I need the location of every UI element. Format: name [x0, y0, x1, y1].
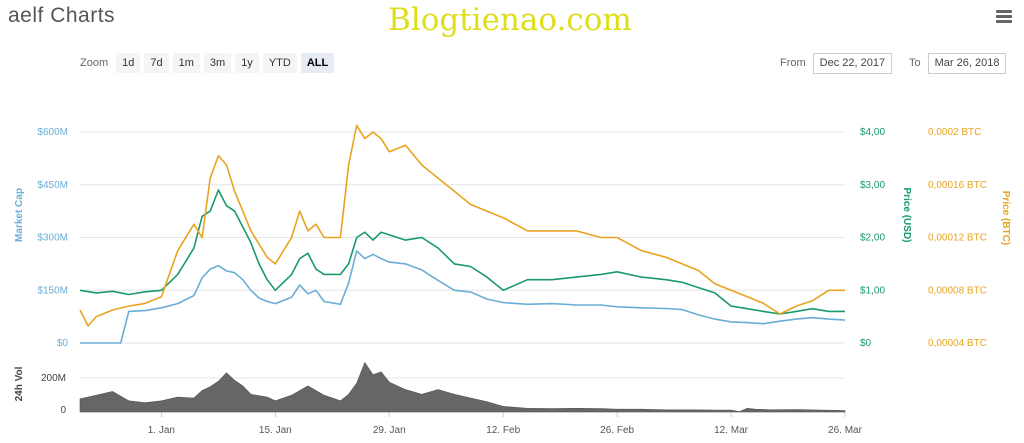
x-tick-label: 1. Jan	[148, 425, 175, 436]
y-tick-label-market-cap: $300M	[37, 233, 68, 244]
y-tick-label-usd: $1,00	[860, 285, 885, 296]
y-tick-label-usd: $0	[860, 338, 872, 349]
y-tick-label-market-cap: $0	[57, 338, 69, 349]
y-tick-label-btc: 0,00016 BTC	[928, 180, 987, 191]
zoom-button-7d[interactable]: 7d	[144, 53, 169, 73]
y-axis-title-usd: Price (USD)	[901, 187, 912, 242]
x-tick-label: 15. Jan	[259, 425, 292, 436]
range-to: To Mar 26, 2018	[909, 52, 1007, 74]
chart-title: aelf Charts	[8, 4, 116, 27]
zoom-button-all[interactable]: ALL	[300, 53, 335, 73]
y-tick-label-btc: 0,00004 BTC	[928, 338, 987, 349]
market-cap-line	[80, 250, 846, 344]
y-axis-title-btc: Price (BTC)	[1000, 191, 1011, 245]
to-date-input[interactable]: Mar 26, 2018	[927, 52, 1007, 74]
y-tick-label-btc: 0,00012 BTC	[928, 233, 987, 244]
x-tick-label: 12. Mar	[714, 425, 749, 436]
x-tick-label: 29. Jan	[373, 425, 406, 436]
y-tick-label-btc: 0,00008 BTC	[928, 285, 987, 296]
from-label: From	[780, 57, 806, 69]
watermark-text: Blogtienao.com	[388, 2, 632, 38]
y-tick-label-market-cap: $150M	[37, 285, 68, 296]
x-tick-label: 12. Feb	[486, 425, 520, 436]
y-tick-label-usd: $2,00	[860, 233, 885, 244]
zoom-button-1y[interactable]: 1y	[235, 53, 259, 73]
y-tick-label-usd: $4,00	[860, 127, 885, 138]
y-tick-label-volume: 200M	[41, 373, 66, 384]
x-tick-label: 26. Mar	[828, 425, 863, 436]
zoom-button-1m[interactable]: 1m	[172, 53, 200, 73]
zoom-button-3m[interactable]: 3m	[203, 53, 232, 73]
y-tick-label-market-cap: $450M	[37, 180, 68, 191]
zoom-label: Zoom	[80, 57, 109, 69]
y-tick-label-market-cap: $600M	[37, 127, 68, 138]
y-axis-title-volume: 24h Vol	[14, 366, 25, 401]
y-tick-label-volume: 0	[60, 405, 66, 416]
y-tick-label-btc: 0,0002 BTC	[928, 127, 981, 138]
hamburger-menu-icon[interactable]	[996, 10, 1012, 23]
y-axis-title-market-cap: Market Cap	[14, 188, 25, 242]
from-date-input[interactable]: Dec 22, 2017	[812, 52, 893, 74]
volume-area	[79, 361, 846, 413]
to-label: To	[909, 57, 921, 69]
x-tick-label: 26. Feb	[600, 425, 634, 436]
zoom-button-1d[interactable]: 1d	[116, 53, 141, 73]
y-tick-label-usd: $3,00	[860, 180, 885, 191]
range-from: From Dec 22, 2017	[780, 52, 893, 74]
price-usd-line	[79, 189, 845, 315]
zoom-bar: Zoom 1d 7d 1m 3m 1y YTD ALL	[80, 52, 335, 74]
price-btc-line	[79, 124, 845, 327]
zoom-button-ytd[interactable]: YTD	[262, 53, 297, 73]
